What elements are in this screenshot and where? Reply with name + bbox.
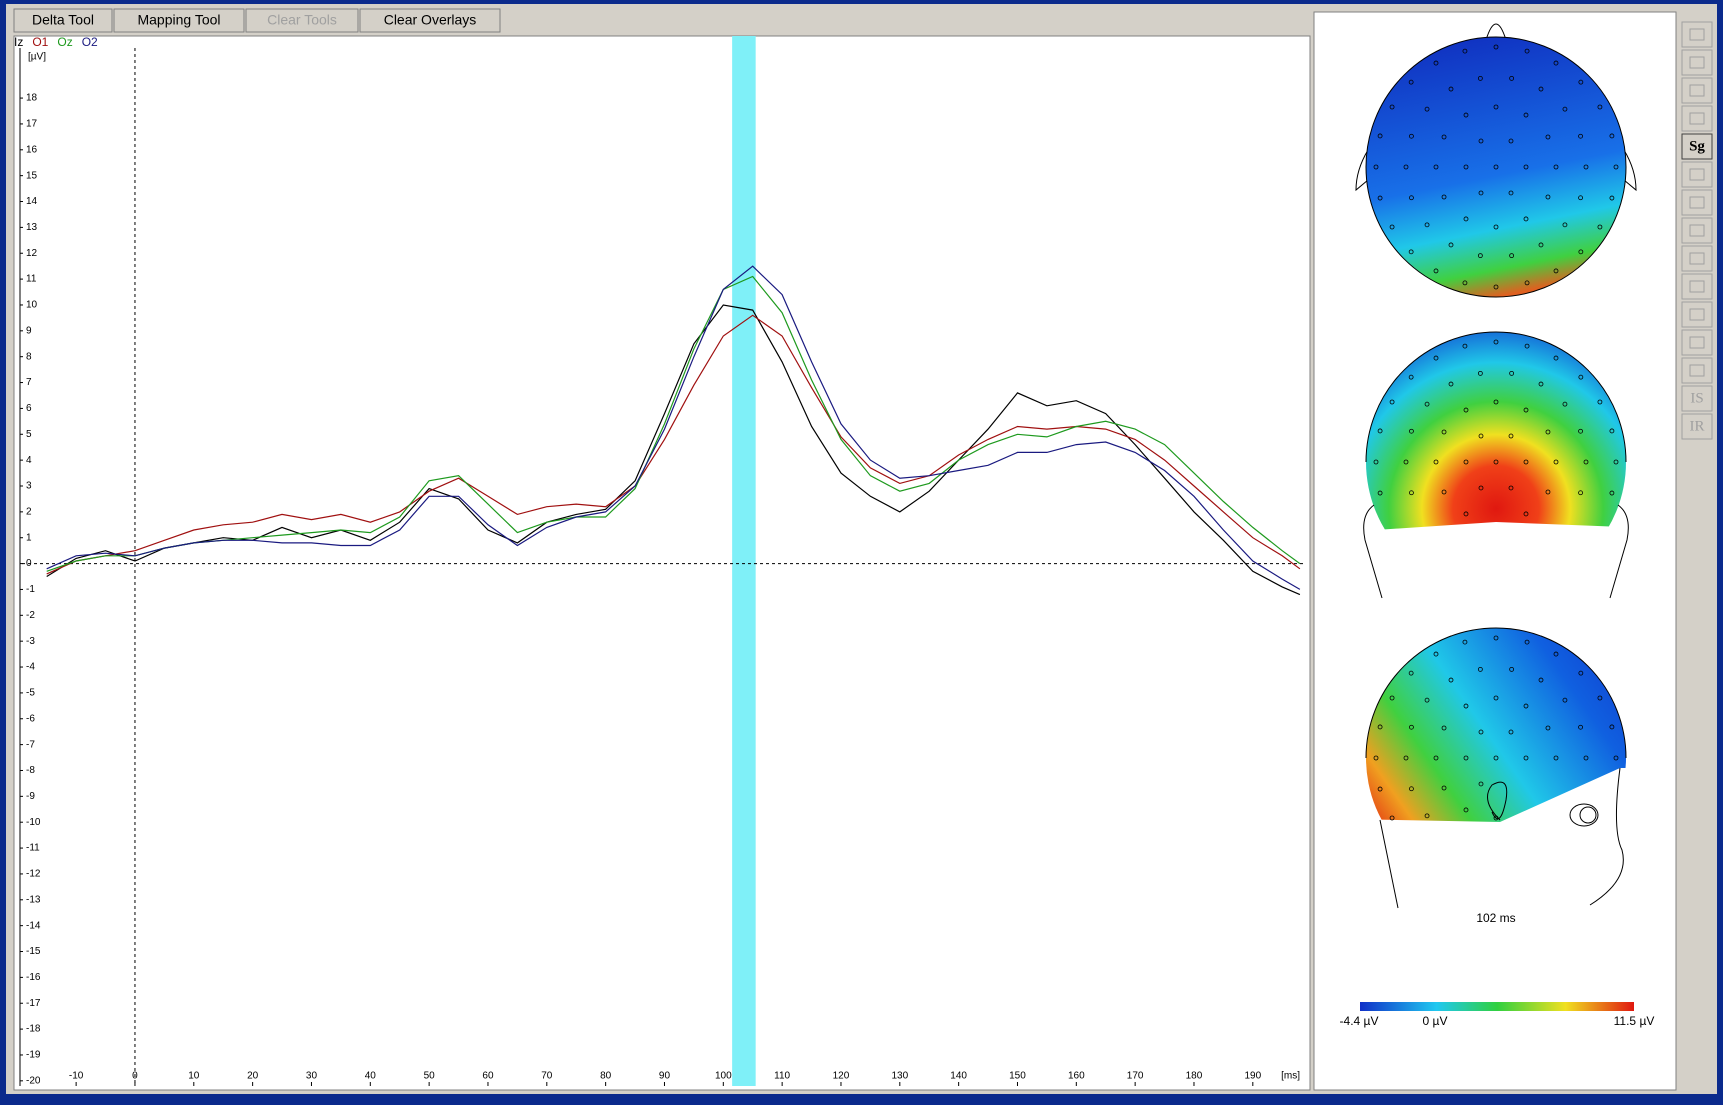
y-tick-label: -18 (26, 1024, 41, 1035)
x-tick-label: 130 (891, 1071, 908, 1082)
y-tick-label: -7 (26, 739, 35, 750)
y-axis-label: [µV] (28, 52, 46, 63)
legend-entry: O2 (82, 35, 98, 49)
page: {"toolbar": {"buttons": [ {"label": "Del… (0, 0, 1723, 1100)
top-map (1366, 37, 1626, 297)
y-tick-label: 6 (26, 403, 32, 414)
y-tick-label: 18 (26, 93, 38, 104)
colorbar-min: -4.4 µV (1340, 1014, 1379, 1028)
x-tick-label: 70 (541, 1071, 553, 1082)
side-button-label[interactable]: Sg (1689, 138, 1705, 154)
y-tick-label: -16 (26, 972, 41, 983)
toolbar-button-label[interactable]: Clear Overlays (384, 12, 477, 28)
x-tick-label: 90 (659, 1071, 671, 1082)
x-tick-label: 60 (482, 1071, 494, 1082)
legend-entry: Iz (14, 35, 23, 49)
toolbar-button-label: Clear Tools (267, 12, 337, 28)
x-tick-label: 40 (365, 1071, 377, 1082)
x-tick-label: 30 (306, 1071, 318, 1082)
y-tick-label: -8 (26, 765, 35, 776)
side-button[interactable] (1682, 330, 1712, 355)
x-tick-label: 50 (424, 1071, 436, 1082)
y-tick-label: -12 (26, 869, 41, 880)
side-button[interactable] (1682, 78, 1712, 103)
cursor-band (732, 36, 756, 1086)
side-button[interactable] (1682, 274, 1712, 299)
side-button[interactable] (1682, 22, 1712, 47)
y-tick-label: 14 (26, 196, 38, 207)
y-tick-label: 11 (26, 274, 37, 285)
x-tick-label: -10 (69, 1071, 84, 1082)
x-tick-label: 80 (600, 1071, 612, 1082)
x-tick-label: 170 (1127, 1071, 1144, 1082)
side-button[interactable] (1682, 50, 1712, 75)
y-tick-label: 1 (26, 532, 32, 543)
side-button-label[interactable]: IS (1690, 390, 1703, 406)
side-button[interactable] (1682, 162, 1712, 187)
x-tick-label: 120 (833, 1071, 850, 1082)
side-button[interactable] (1682, 106, 1712, 131)
y-tick-label: -9 (26, 791, 35, 802)
y-tick-label: -5 (26, 688, 35, 699)
x-tick-label: 100 (715, 1071, 732, 1082)
map-time: 102 ms (1476, 911, 1515, 925)
y-tick-label: 5 (26, 429, 32, 440)
y-tick-label: -11 (26, 843, 40, 854)
chart-panel (14, 36, 1310, 1090)
side-button[interactable] (1682, 190, 1712, 215)
y-tick-label: -10 (26, 817, 41, 828)
side-button[interactable] (1682, 302, 1712, 327)
y-tick-label: -6 (26, 713, 35, 724)
y-tick-label: 2 (26, 507, 32, 518)
side-button[interactable] (1682, 358, 1712, 383)
side-button[interactable] (1682, 218, 1712, 243)
colorbar (1360, 1002, 1634, 1011)
side-button[interactable] (1682, 246, 1712, 271)
y-tick-label: -20 (26, 1075, 41, 1086)
y-tick-label: 12 (26, 248, 38, 259)
colorbar-max: 11.5 µV (1614, 1014, 1655, 1028)
y-tick-label: -13 (26, 894, 41, 905)
x-tick-label: 0 (132, 1071, 138, 1082)
y-tick-label: 13 (26, 222, 38, 233)
y-tick-label: 10 (26, 300, 38, 311)
y-tick-label: -19 (26, 1050, 41, 1061)
x-tick-label: 160 (1068, 1071, 1085, 1082)
x-tick-label: 140 (950, 1071, 967, 1082)
x-tick-label: 110 (774, 1071, 790, 1082)
y-tick-label: 7 (26, 377, 32, 388)
y-tick-label: 15 (26, 170, 38, 181)
y-tick-label: 4 (26, 455, 32, 466)
y-tick-label: -2 (26, 610, 35, 621)
window: 102 ms -4.4 µV 0 µV 11.5 µV Delta Tool Ma… (0, 0, 1723, 1100)
legend-entry: Oz (57, 35, 72, 49)
y-tick-label: 0 (26, 558, 32, 569)
y-tick-label: -3 (26, 636, 35, 647)
y-tick-label: 8 (26, 351, 32, 362)
toolbar-button-label[interactable]: Delta Tool (32, 12, 94, 28)
y-tick-label: -14 (26, 920, 41, 931)
y-tick-label: -4 (26, 662, 35, 673)
y-tick-label: 16 (26, 144, 38, 155)
y-tick-label: 9 (26, 325, 32, 336)
side-button-label[interactable]: IR (1690, 418, 1705, 434)
y-tick-label: -15 (26, 946, 41, 957)
y-tick-label: 3 (26, 481, 32, 492)
y-tick-label: -1 (26, 584, 35, 595)
toolbar-button-label[interactable]: Mapping Tool (137, 12, 220, 28)
x-tick-label: 190 (1244, 1071, 1261, 1082)
colorbar-zero: 0 µV (1423, 1014, 1448, 1028)
x-axis-label: [ms] (1281, 1071, 1300, 1082)
y-tick-label: -17 (26, 998, 41, 1009)
x-tick-label: 10 (188, 1071, 200, 1082)
x-tick-label: 150 (1009, 1071, 1026, 1082)
legend-entry: O1 (32, 35, 48, 49)
x-tick-label: 20 (247, 1071, 259, 1082)
y-tick-label: 17 (26, 119, 38, 130)
x-tick-label: 180 (1186, 1071, 1203, 1082)
